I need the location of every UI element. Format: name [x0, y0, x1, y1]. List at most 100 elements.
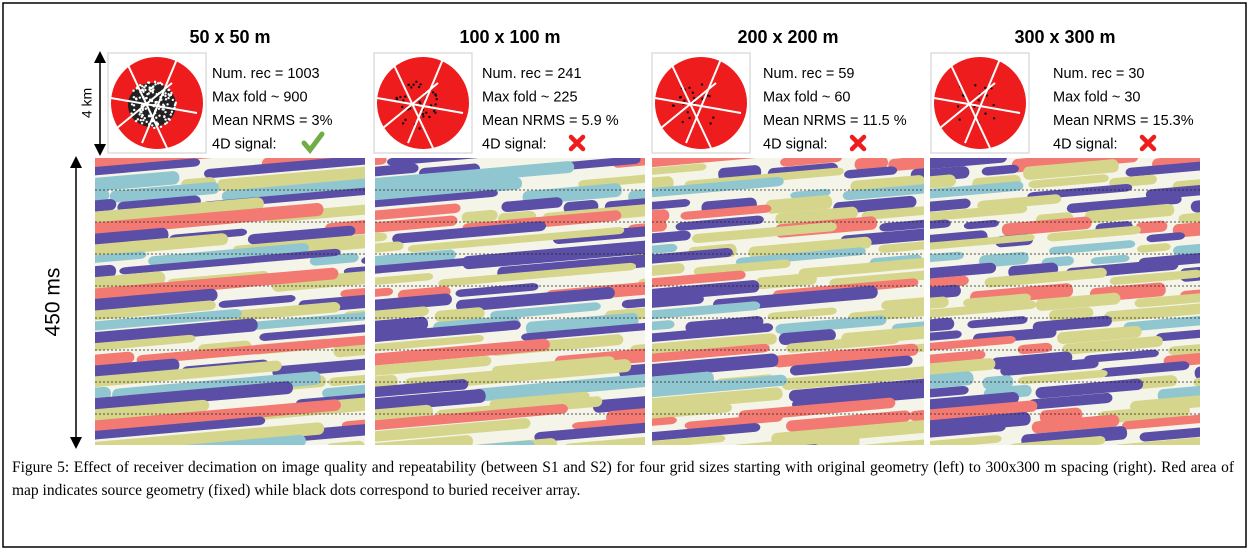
- map-road: [126, 62, 168, 149]
- reflector: [136, 333, 365, 365]
- stat-line: Num. rec = 59: [763, 66, 854, 82]
- reflector: [217, 158, 365, 192]
- reflector: [881, 287, 924, 310]
- reflector: [652, 230, 691, 245]
- receiver: [138, 113, 141, 116]
- reflector: [1123, 313, 1200, 332]
- receiver: [143, 116, 146, 120]
- reflector: [652, 320, 675, 332]
- reflector: [842, 178, 924, 201]
- reflector: [930, 204, 1028, 223]
- receiver: [977, 99, 980, 102]
- receiver: [708, 95, 711, 98]
- receiver: [678, 96, 682, 99]
- reflector: [95, 171, 180, 193]
- reflector: [684, 413, 783, 430]
- receiver: [434, 94, 438, 97]
- reflector: [788, 376, 924, 402]
- receiver: [170, 110, 174, 113]
- reflector: [829, 267, 924, 288]
- receiver: [167, 96, 170, 100]
- receiver: [147, 81, 150, 84]
- receiver: [399, 95, 402, 99]
- receiver: [139, 110, 142, 114]
- reflector: [652, 301, 761, 321]
- receiver: [161, 108, 164, 111]
- reflector: [266, 193, 365, 223]
- reflector: [967, 316, 1028, 329]
- reflector: [755, 273, 817, 290]
- reflector: [218, 295, 296, 308]
- reflector: [1035, 292, 1121, 311]
- reflector: [578, 173, 645, 189]
- receiver: [142, 90, 145, 93]
- receiver: [140, 122, 144, 125]
- map-road: [407, 58, 444, 144]
- reflector: [680, 204, 772, 220]
- receiver: [431, 91, 435, 94]
- reflector: [652, 158, 772, 169]
- reflector: [1146, 232, 1185, 243]
- receiver: [145, 120, 148, 124]
- reflector: [1109, 174, 1157, 188]
- receiver: [142, 119, 145, 122]
- reflector: [1099, 361, 1190, 377]
- receiver: [974, 84, 977, 87]
- receiver: [130, 112, 133, 115]
- map-road: [110, 97, 198, 114]
- reflector: [95, 358, 180, 380]
- receiver: [418, 127, 421, 130]
- reflector: [652, 248, 733, 265]
- reflector: [1172, 218, 1200, 238]
- reflector: [879, 219, 924, 232]
- reflector: [375, 177, 523, 204]
- reflector: [930, 371, 974, 390]
- reflector: [1137, 243, 1171, 253]
- reflector: [1031, 414, 1120, 434]
- receiver: [401, 122, 405, 125]
- reflector: [930, 391, 1019, 413]
- reflector: [1066, 194, 1182, 214]
- map-road: [382, 82, 439, 129]
- reflector: [930, 350, 986, 365]
- receiver: [956, 105, 960, 108]
- reflector: [95, 309, 242, 332]
- reflector: [218, 302, 341, 323]
- reflector: [462, 237, 645, 270]
- receiver: [992, 117, 996, 120]
- reflector: [1178, 210, 1200, 223]
- reflector: [652, 294, 704, 310]
- receiver: [132, 89, 135, 92]
- receiver: [167, 88, 170, 92]
- reflector: [95, 399, 210, 422]
- reflector: [1049, 240, 1136, 255]
- receiver: [688, 116, 691, 120]
- signal-check: [301, 131, 325, 154]
- reflector: [521, 322, 645, 341]
- receiver: [146, 92, 149, 96]
- reflector: [1023, 159, 1119, 180]
- receiver: [163, 115, 166, 118]
- receiver: [144, 84, 147, 87]
- receiver: [141, 85, 144, 88]
- reflector: [1173, 242, 1200, 256]
- signal-cross: [849, 134, 867, 152]
- receiver: [700, 83, 704, 86]
- reflector: [375, 293, 452, 313]
- signal-label: 4D signal:: [763, 137, 827, 153]
- reflector: [277, 158, 365, 160]
- receiver: [421, 112, 425, 116]
- receiver: [712, 116, 715, 119]
- receiver: [983, 86, 987, 89]
- reflector: [95, 197, 264, 226]
- reflector: [455, 283, 539, 297]
- reflector: [95, 264, 117, 280]
- reflector: [652, 243, 678, 256]
- receiver: [158, 114, 161, 117]
- receiver: [164, 92, 167, 95]
- reflector: [375, 158, 387, 167]
- reflector: [652, 333, 777, 357]
- receiver: [148, 88, 151, 91]
- receiver: [407, 83, 410, 87]
- reflector: [1098, 404, 1190, 424]
